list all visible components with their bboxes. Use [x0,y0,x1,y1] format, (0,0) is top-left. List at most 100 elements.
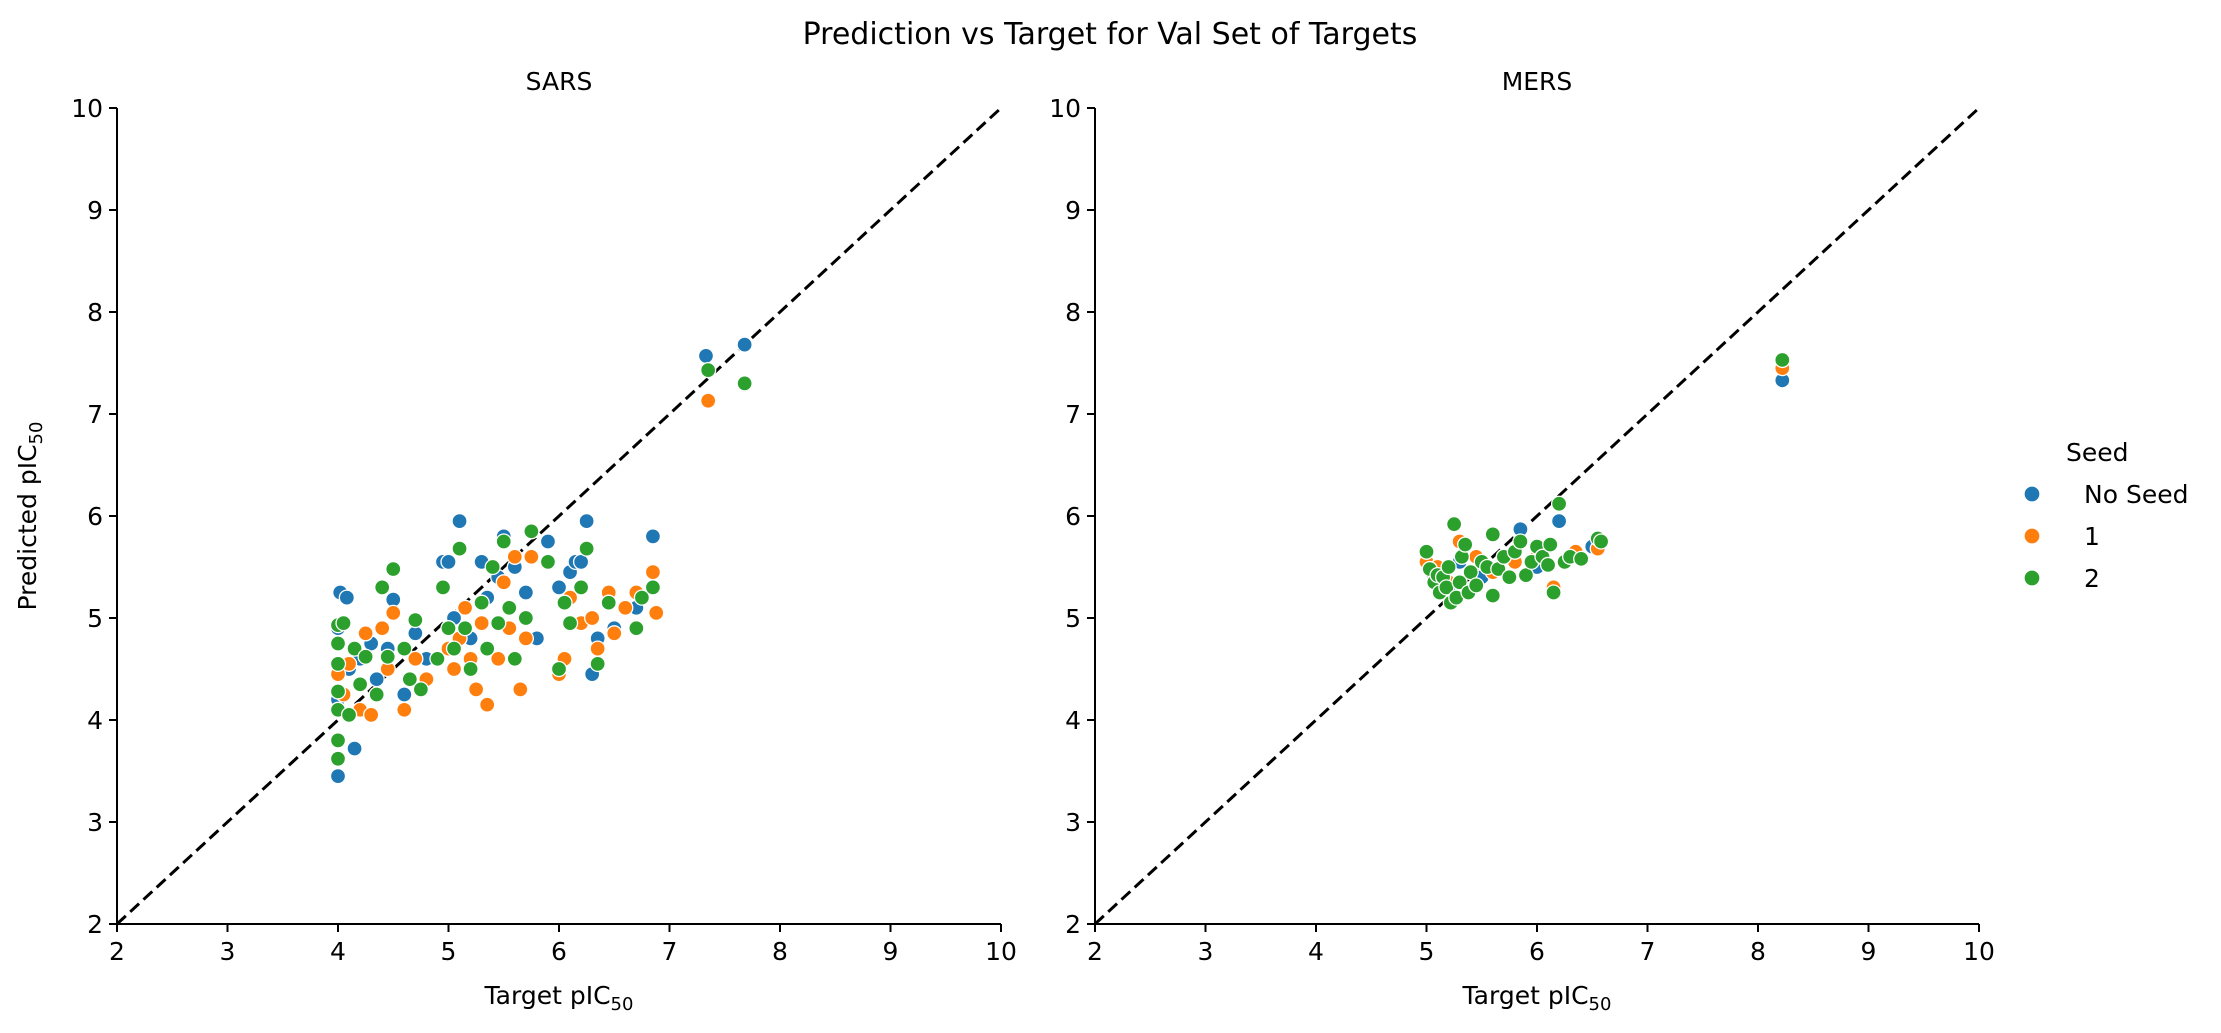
data-point [1550,495,1568,512]
data-point [606,625,623,642]
data-point [495,533,512,550]
data-point [451,512,468,530]
mers-x-axis-label: Target pIC50 [1462,981,1612,1015]
data-point [329,683,347,700]
data-point [329,732,347,749]
data-point [1501,569,1518,586]
mers-x-tick-label: 3 [1198,937,1214,966]
data-point [1418,543,1435,560]
data-point [1512,533,1529,550]
data-point [440,553,457,571]
data-point [479,640,496,657]
data-point [379,648,396,665]
data-point [357,625,374,642]
data-point [1774,351,1791,369]
data-point [644,563,662,581]
data-point [346,740,363,757]
data-point [434,579,452,596]
data-point [1451,574,1468,591]
mers-panel: MERS 22 3 3 4 4 5 5 6 6 7 7 8 8 9 9 10 10 Target pIC50 [1049,67,1995,1015]
sars-x-tick-label: 5 [441,937,457,966]
data-point [1484,526,1501,543]
mers-y-tick-label: 3 [1065,808,1081,837]
data-point [644,579,662,596]
sars-series-2 [329,361,753,767]
data-point [456,599,474,616]
mers-x-tick-label: 5 [1419,937,1435,966]
data-point [484,558,501,576]
data-point [456,620,474,637]
data-point [1484,587,1501,604]
data-point [633,589,651,606]
data-point [374,620,391,637]
mers-x-tick-label: 2 [1087,937,1103,966]
data-point [561,614,579,632]
data-point [385,604,402,622]
mers-identity-line [1093,106,1981,926]
data-point [697,347,715,365]
data-point [479,696,496,713]
data-point [445,660,463,678]
data-point [550,579,568,596]
data-point [617,599,634,616]
sars-series-1 [329,392,717,724]
data-point [589,640,606,657]
data-point [1542,536,1559,553]
data-point [1539,556,1557,574]
sars-x-axis-label: Target pIC50 [484,981,634,1015]
data-point [539,533,557,550]
data-point [407,611,424,629]
sars-x-tick-label: 9 [883,937,899,966]
y-axis-label: Predicted pIC50 [13,422,47,611]
data-point [467,681,485,698]
mers-y-tick-label: 4 [1065,706,1081,735]
data-point [362,706,380,724]
sars-x-tick-label: 10 [985,937,1017,966]
data-point [329,635,347,652]
data-point [523,548,540,565]
data-point [736,336,753,353]
mers-y-tick-label: 5 [1065,604,1081,633]
data-point [628,620,645,637]
data-point [329,750,347,767]
data-point [490,614,507,632]
sars-panel-title: SARS [526,67,593,96]
data-point [1545,584,1562,601]
data-point [584,609,601,627]
data-point [523,523,540,540]
figure-title: Prediction vs Target for Val Set of Targ… [803,17,1418,52]
sars-x-tick-label: 8 [772,937,788,966]
data-point [396,640,413,657]
data-point [335,614,352,632]
data-point [1592,533,1610,550]
mers-y-tick-label: 10 [1049,94,1081,123]
data-point [340,706,358,724]
legend-label: 1 [2084,522,2100,551]
data-point [329,767,347,785]
data-point [412,681,430,698]
mers-x-tick-label: 7 [1640,937,1656,966]
data-point [1445,516,1463,533]
data-point [506,650,523,667]
mers-x-tick-label: 9 [1861,937,1877,966]
sars-y-tick-label: 7 [87,400,103,429]
data-point [700,392,717,409]
data-point [517,609,534,627]
data-point [357,648,374,665]
data-point [445,640,463,657]
data-point [1550,512,1568,530]
data-point [550,660,568,678]
data-point [556,594,573,611]
sars-identity-line [115,106,1003,926]
sars-y-tick-label: 5 [87,604,103,633]
data-point [346,640,363,657]
data-point [429,650,446,667]
sars-x-tick-label: 4 [330,937,346,966]
sars-y-tick-label: 9 [87,196,103,225]
sars-y-tick-label: 8 [87,298,103,327]
mers-x-tick-label: 8 [1750,937,1766,966]
data-point [490,650,507,667]
mers-y-tick-label: 8 [1065,298,1081,327]
legend-label: 2 [2084,564,2100,593]
mers-series-2 [1418,351,1791,611]
